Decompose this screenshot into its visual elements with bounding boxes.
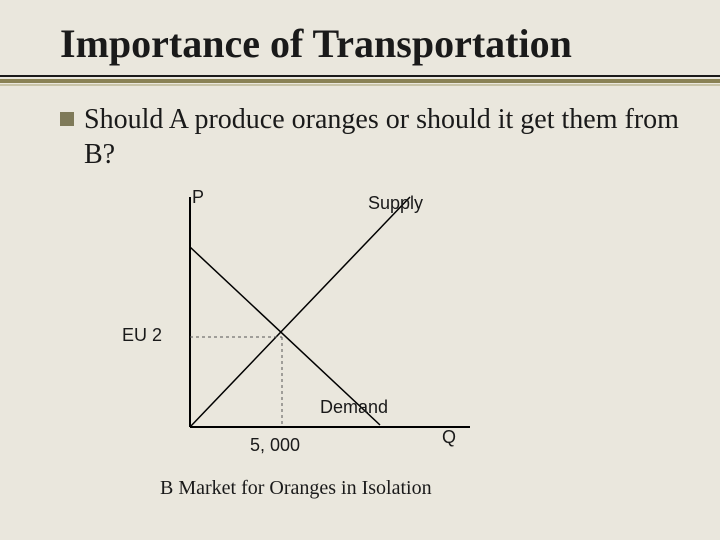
supply-demand-chart: P Supply EU 2 Demand 5, 000 Q bbox=[120, 187, 540, 467]
bullet-square-icon bbox=[60, 112, 74, 126]
bullet-item: Should A produce oranges or should it ge… bbox=[60, 102, 680, 172]
chart-svg bbox=[120, 187, 540, 467]
x-tick-label: 5, 000 bbox=[250, 435, 300, 456]
slide-container: Importance of Transportation Should A pr… bbox=[0, 0, 720, 520]
x-axis-label: Q bbox=[442, 427, 456, 448]
y-tick-label: EU 2 bbox=[122, 325, 162, 346]
slide-title: Importance of Transportation bbox=[60, 20, 680, 67]
demand-label: Demand bbox=[320, 397, 388, 418]
title-underline bbox=[0, 75, 720, 86]
chart-caption: B Market for Oranges in Isolation bbox=[160, 477, 680, 500]
supply-line bbox=[190, 197, 410, 427]
y-axis-label: P bbox=[192, 187, 204, 208]
supply-label: Supply bbox=[368, 193, 423, 214]
bullet-text: Should A produce oranges or should it ge… bbox=[84, 102, 680, 172]
